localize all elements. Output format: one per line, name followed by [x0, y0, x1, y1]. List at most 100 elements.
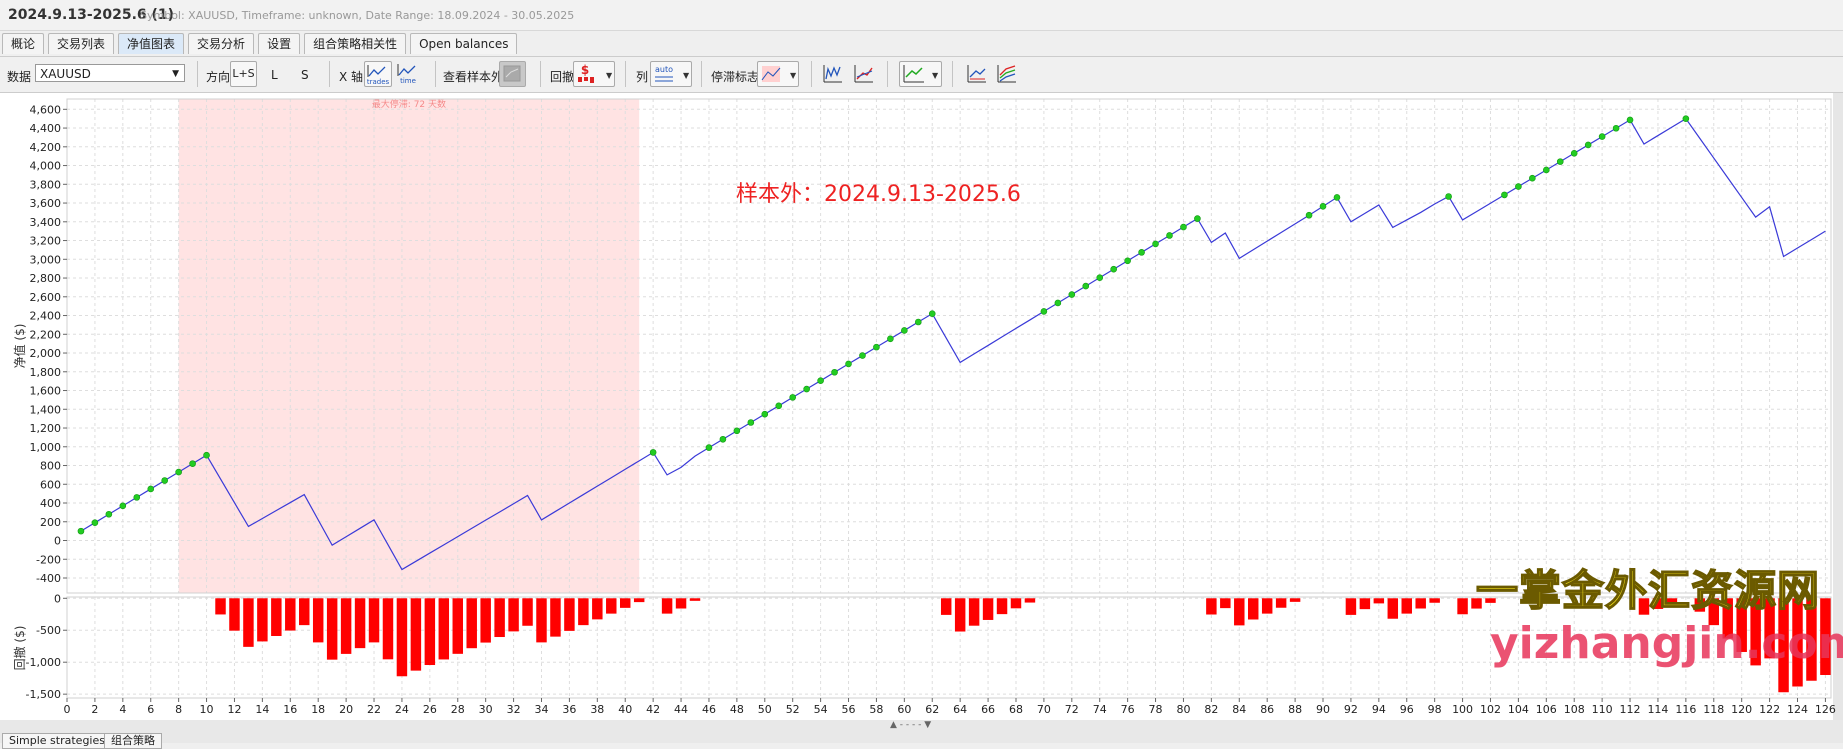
direction-button[interactable]: S [301, 68, 309, 82]
separator [811, 61, 812, 87]
splitter-handle[interactable]: ▲ - - - - ▼ [890, 720, 932, 730]
new-high-marker [1556, 158, 1564, 165]
tab[interactable]: Open balances [410, 33, 518, 54]
x-tick-label: 22 [367, 703, 381, 716]
y-tick-label: 4,000 [30, 160, 62, 173]
column-select[interactable]: auto ▼ [650, 61, 692, 87]
direction-button[interactable]: L+S [230, 61, 257, 87]
tab[interactable]: 净值图表 [118, 33, 185, 54]
drawdown-bar [215, 598, 226, 615]
x-tick-label: 34 [534, 703, 548, 716]
drawdown-bar [1415, 598, 1426, 609]
window-title: 2024.9.13-2025.6 (1) [8, 7, 175, 23]
bottom-tab[interactable]: Simple strategies [2, 733, 112, 749]
y-tick-label: -400 [36, 572, 61, 585]
drawdown-bar [1792, 598, 1803, 687]
scrollbar [1833, 92, 1843, 720]
x-tick-label: 70 [1037, 703, 1051, 716]
y-tick-label: 800 [40, 460, 61, 473]
drawdown-bar [550, 598, 561, 637]
chart-type-button[interactable] [996, 63, 1018, 85]
drawdown-bar [1820, 598, 1831, 675]
xaxis-time-button[interactable]: time [395, 61, 421, 85]
tab[interactable]: 交易列表 [48, 33, 115, 54]
x-tick-label: 98 [1428, 703, 1442, 716]
icon: ▼ [761, 66, 797, 82]
separator [329, 61, 330, 87]
x-tick-label: 116 [1675, 703, 1696, 716]
drawdown-bar [1275, 598, 1287, 608]
drawdown-bar [1220, 598, 1231, 609]
new-high-marker [1319, 203, 1327, 210]
y-tick-label: 4,600 [30, 103, 62, 116]
chart-style-select[interactable]: ▼ [899, 61, 942, 87]
icon: time [397, 64, 416, 85]
new-high-marker [1194, 215, 1201, 222]
drawdown-bar [1736, 598, 1747, 652]
symbol-select[interactable]: XAUUSD ▼ [35, 64, 185, 82]
xaxis-trades-button[interactable]: trades [364, 61, 392, 87]
tab[interactable]: 设置 [258, 33, 301, 54]
new-high-marker [189, 460, 196, 467]
svg-text:$: $ [581, 63, 589, 77]
out-of-sample-toggle[interactable] [499, 61, 526, 87]
drawdown-bar [494, 598, 505, 638]
new-high-marker [1166, 232, 1173, 239]
title-bar: 2024.9.13-2025.6 (1) Symbol: XAUUSD, Tim… [0, 0, 1843, 31]
y-tick-label: -200 [36, 553, 61, 566]
new-high-marker [775, 402, 783, 410]
y-tick-label: 0 [54, 592, 61, 605]
drawdown-bar [1401, 598, 1412, 614]
separator [625, 61, 626, 87]
chart-type-button[interactable] [822, 63, 844, 85]
x-tick-label: 26 [423, 703, 437, 716]
x-tick-label: 46 [702, 703, 716, 716]
drawdown-bar [1248, 598, 1259, 620]
tab[interactable]: 概论 [2, 33, 45, 54]
x-tick-label: 126 [1815, 703, 1836, 716]
x-tick-label: 96 [1400, 703, 1414, 716]
window-subtitle: Symbol: XAUUSD, Timeframe: unknown, Date… [140, 9, 575, 22]
x-tick-label: 74 [1093, 703, 1107, 716]
svg-text:▼: ▼ [606, 71, 613, 80]
bottom-tab[interactable]: 组合策略 [104, 733, 162, 749]
drawdown-bar [1485, 598, 1496, 603]
direction-button[interactable]: L [271, 68, 278, 82]
drawdown-bar [689, 598, 701, 601]
chart-type-button[interactable] [966, 63, 988, 85]
new-high-marker [803, 385, 810, 393]
y-tick-label: 0 [54, 535, 61, 548]
drawdown-bar [1234, 598, 1245, 626]
new-high-marker [705, 444, 713, 451]
y-tick-label: 1,200 [30, 422, 62, 435]
y-tick-label: 1,800 [30, 366, 62, 379]
drawdown-bar [340, 598, 352, 654]
drawdown-select[interactable]: $ ▼ [573, 61, 615, 87]
drawdown-bar [1359, 598, 1371, 610]
x-tick-label: 16 [283, 703, 297, 716]
new-high-marker [817, 377, 824, 384]
new-high-marker [147, 485, 155, 493]
label: 查看样本外 [443, 70, 504, 84]
chart-type-button[interactable] [853, 63, 875, 85]
tab[interactable]: 组合策略相关性 [304, 33, 407, 54]
new-high-marker [119, 502, 127, 510]
x-tick-label: 48 [730, 703, 744, 716]
plot-frame [66, 596, 1832, 699]
stagnation-select[interactable]: ▼ [757, 61, 799, 87]
drawdown-bar [1387, 598, 1399, 619]
drawdown-bar [368, 598, 380, 643]
x-tick-label: 78 [1149, 703, 1163, 716]
tab[interactable]: 交易分析 [188, 33, 255, 54]
new-high-marker [1501, 191, 1508, 199]
x-tick-label: 18 [311, 703, 325, 716]
x-tick-label: 64 [953, 703, 967, 716]
label: 列 [636, 70, 649, 84]
x-tick-label: 112 [1620, 703, 1641, 716]
x-tick-label: 6 [147, 703, 154, 716]
x-tick-label: 56 [842, 703, 856, 716]
icon [503, 65, 521, 82]
x-tick-label: 108 [1564, 703, 1585, 716]
y-tick-label: 2,000 [30, 347, 62, 360]
